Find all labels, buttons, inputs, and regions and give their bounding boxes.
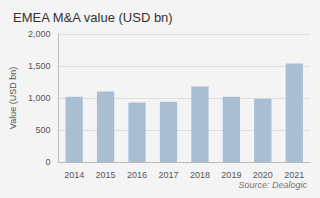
- svg-text:Source: Dealogic: Source: Dealogic: [238, 180, 307, 190]
- svg-text:500: 500: [35, 125, 50, 135]
- svg-text:2021: 2021: [284, 170, 304, 180]
- svg-text:2014: 2014: [64, 170, 84, 180]
- svg-text:EMEA M&A value (USD bn): EMEA M&A value (USD bn): [13, 10, 173, 25]
- svg-text:0: 0: [45, 157, 50, 167]
- svg-text:2017: 2017: [158, 170, 178, 180]
- svg-text:2016: 2016: [127, 170, 147, 180]
- svg-text:2,000: 2,000: [28, 29, 51, 39]
- svg-text:2015: 2015: [96, 170, 116, 180]
- svg-text:2018: 2018: [190, 170, 210, 180]
- svg-text:2019: 2019: [221, 170, 241, 180]
- svg-text:Value (USD bn): Value (USD bn): [8, 67, 18, 129]
- svg-text:1,000: 1,000: [28, 93, 51, 103]
- svg-text:1,500: 1,500: [28, 61, 51, 71]
- svg-text:2020: 2020: [253, 170, 273, 180]
